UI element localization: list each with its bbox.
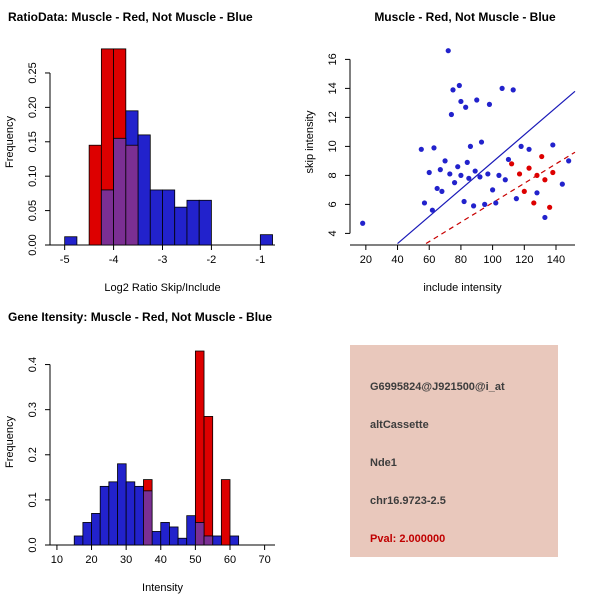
scatter-xlabel: include intensity bbox=[423, 282, 502, 294]
svg-text:12: 12 bbox=[327, 111, 339, 123]
svg-text:40: 40 bbox=[155, 554, 167, 566]
svg-text:100: 100 bbox=[483, 254, 501, 266]
svg-text:60: 60 bbox=[224, 554, 236, 566]
svg-text:16: 16 bbox=[327, 53, 339, 65]
svg-text:-4: -4 bbox=[109, 254, 119, 266]
svg-text:-2: -2 bbox=[207, 254, 217, 266]
svg-text:4: 4 bbox=[327, 230, 339, 236]
ratio-histogram-title: RatioData: Muscle - Red, Not Muscle - Bl… bbox=[8, 10, 253, 24]
svg-text:0.10: 0.10 bbox=[27, 165, 39, 186]
intensity-scatter-plot: 20 40 60 80 100 120 140 4 6 8 10 12 14 16 bbox=[327, 48, 576, 266]
svg-text:140: 140 bbox=[547, 254, 565, 266]
svg-text:60: 60 bbox=[423, 254, 435, 266]
svg-text:30: 30 bbox=[120, 554, 132, 566]
svg-text:120: 120 bbox=[515, 254, 533, 266]
svg-text:20: 20 bbox=[360, 254, 372, 266]
svg-text:14: 14 bbox=[327, 82, 339, 94]
gene-histogram-title: Gene Itensity: Muscle - Red, Not Muscle … bbox=[8, 310, 273, 324]
panel-gene-info: G6995824@J921500@i_at altCassette Nde1 c… bbox=[300, 300, 600, 600]
gene-name-text: Nde1 bbox=[370, 457, 397, 469]
splice-type-text: altCassette bbox=[370, 419, 429, 431]
ratio-histogram-xlabel: Log2 Ratio Skip/Include bbox=[104, 282, 221, 294]
svg-text:0.15: 0.15 bbox=[27, 131, 39, 152]
svg-text:0.05: 0.05 bbox=[27, 200, 39, 221]
svg-text:0.25: 0.25 bbox=[27, 62, 39, 83]
probe-id-text: G6995824@J921500@i_at bbox=[370, 381, 505, 393]
svg-text:10: 10 bbox=[51, 554, 63, 566]
svg-text:70: 70 bbox=[258, 554, 270, 566]
panel-ratio-histogram: RatioData: Muscle - Red, Not Muscle - Bl… bbox=[0, 0, 300, 300]
svg-text:40: 40 bbox=[391, 254, 403, 266]
svg-text:0.1: 0.1 bbox=[27, 492, 39, 507]
panel-intensity-scatter: Muscle - Red, Not Muscle - Blue 20 40 60 80… bbox=[300, 0, 600, 300]
svg-text:0.0: 0.0 bbox=[27, 537, 39, 552]
svg-text:6: 6 bbox=[327, 201, 339, 207]
panel-gene-intensity-histogram: Gene Itensity: Muscle - Red, Not Muscle … bbox=[0, 300, 300, 600]
scatter-ylabel: skip intensity bbox=[304, 110, 316, 174]
pval-text: Pval: 2.000000 bbox=[370, 533, 446, 545]
svg-text:80: 80 bbox=[455, 254, 467, 266]
svg-text:0.3: 0.3 bbox=[27, 402, 39, 417]
svg-text:8: 8 bbox=[327, 172, 339, 178]
svg-text:-1: -1 bbox=[255, 254, 265, 266]
gene-histogram-ylabel: Frequency bbox=[4, 416, 16, 468]
svg-text:20: 20 bbox=[85, 554, 97, 566]
ratio-histogram-plot: -5 -4 -3 -2 -1 0.00 0.05 0.10 0.15 0.20 0.25 bbox=[27, 48, 275, 266]
scatter-title: Muscle - Red, Not Muscle - Blue bbox=[374, 10, 556, 24]
svg-text:0.4: 0.4 bbox=[27, 357, 39, 372]
gene-intensity-histogram-plot: 10 20 30 40 50 60 70 0.0 0.1 0.2 0.3 0.4 bbox=[27, 350, 275, 566]
locus-text: chr16.9723-2.5 bbox=[370, 495, 446, 507]
gene-info-box: G6995824@J921500@i_at altCassette Nde1 c… bbox=[350, 345, 558, 557]
gene-histogram-xlabel: Intensity bbox=[142, 582, 183, 594]
ratio-histogram-ylabel: Frequency bbox=[4, 116, 16, 168]
svg-text:0.00: 0.00 bbox=[27, 234, 39, 255]
svg-text:0.20: 0.20 bbox=[27, 97, 39, 118]
svg-text:-5: -5 bbox=[60, 254, 70, 266]
svg-text:50: 50 bbox=[189, 554, 201, 566]
svg-text:0.2: 0.2 bbox=[27, 447, 39, 462]
svg-text:10: 10 bbox=[327, 140, 339, 152]
svg-text:-3: -3 bbox=[158, 254, 168, 266]
